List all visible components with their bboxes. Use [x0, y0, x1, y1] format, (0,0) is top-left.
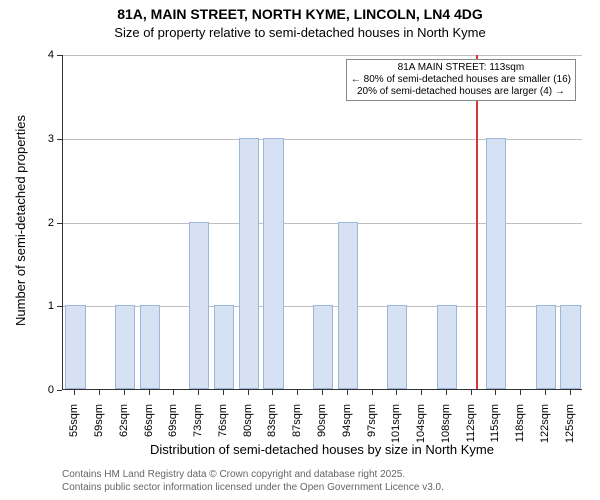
- xtick-mark: [74, 390, 75, 395]
- xtick-mark: [446, 390, 447, 395]
- annotation-line: 20% of semi-detached houses are larger (…: [351, 86, 571, 98]
- ytick-mark: [57, 306, 62, 307]
- xtick-mark: [272, 390, 273, 395]
- xtick-mark: [99, 390, 100, 395]
- footer-line-1: Contains HM Land Registry data © Crown c…: [62, 469, 405, 480]
- annotation-line: ← 80% of semi-detached houses are smalle…: [351, 74, 571, 86]
- xtick-label: 125sqm: [564, 404, 576, 454]
- chart-subtitle: Size of property relative to semi-detach…: [0, 25, 600, 40]
- xtick-label: 108sqm: [440, 404, 452, 454]
- bar: [437, 305, 457, 389]
- xtick-mark: [347, 390, 348, 395]
- ytick-label: 4: [36, 49, 54, 61]
- xtick-label: 62sqm: [118, 404, 130, 454]
- xtick-label: 59sqm: [93, 404, 105, 454]
- chart-title: 81A, MAIN STREET, NORTH KYME, LINCOLN, L…: [0, 6, 600, 22]
- bar: [65, 305, 85, 389]
- xtick-label: 76sqm: [217, 404, 229, 454]
- grid-line: [63, 55, 582, 56]
- xtick-label: 122sqm: [539, 404, 551, 454]
- annotation-box: 81A MAIN STREET: 113sqm← 80% of semi-det…: [346, 59, 576, 101]
- ytick-mark: [57, 223, 62, 224]
- xtick-label: 101sqm: [390, 404, 402, 454]
- xtick-mark: [124, 390, 125, 395]
- ytick-mark: [57, 390, 62, 391]
- xtick-label: 90sqm: [316, 404, 328, 454]
- xtick-label: 80sqm: [242, 404, 254, 454]
- bar: [313, 305, 333, 389]
- xtick-mark: [149, 390, 150, 395]
- xtick-mark: [421, 390, 422, 395]
- xtick-label: 94sqm: [341, 404, 353, 454]
- ytick-label: 0: [36, 384, 54, 396]
- bar: [263, 138, 283, 389]
- bar: [189, 222, 209, 390]
- bar: [387, 305, 407, 389]
- xtick-label: 83sqm: [266, 404, 278, 454]
- bar: [536, 305, 556, 389]
- ytick-label: 3: [36, 133, 54, 145]
- xtick-mark: [322, 390, 323, 395]
- annotation-line: 81A MAIN STREET: 113sqm: [351, 62, 571, 74]
- xtick-mark: [570, 390, 571, 395]
- xtick-mark: [173, 390, 174, 395]
- xtick-mark: [396, 390, 397, 395]
- bar: [486, 138, 506, 389]
- ytick-label: 1: [36, 300, 54, 312]
- bar: [239, 138, 259, 389]
- xtick-label: 112sqm: [465, 404, 477, 454]
- xtick-mark: [372, 390, 373, 395]
- bar: [140, 305, 160, 389]
- xtick-mark: [471, 390, 472, 395]
- xtick-mark: [297, 390, 298, 395]
- footer-line-2: Contains public sector information licen…: [62, 482, 444, 493]
- xtick-label: 97sqm: [366, 404, 378, 454]
- property-size-chart: 81A, MAIN STREET, NORTH KYME, LINCOLN, L…: [0, 0, 600, 500]
- xtick-mark: [545, 390, 546, 395]
- xtick-label: 69sqm: [167, 404, 179, 454]
- marker-line: [476, 55, 478, 389]
- xtick-label: 115sqm: [489, 404, 501, 454]
- bar: [338, 222, 358, 390]
- footer-note: Contains HM Land Registry data © Crown c…: [62, 468, 444, 494]
- ytick-mark: [57, 55, 62, 56]
- xtick-label: 66sqm: [143, 404, 155, 454]
- xtick-label: 55sqm: [68, 404, 80, 454]
- xtick-mark: [248, 390, 249, 395]
- xtick-label: 104sqm: [415, 404, 427, 454]
- plot-area: 81A MAIN STREET: 113sqm← 80% of semi-det…: [62, 55, 582, 390]
- xtick-label: 87sqm: [291, 404, 303, 454]
- y-axis-label: Number of semi-detached properties: [13, 53, 28, 388]
- xtick-mark: [198, 390, 199, 395]
- xtick-label: 73sqm: [192, 404, 204, 454]
- bar: [560, 305, 580, 389]
- xtick-label: 118sqm: [514, 404, 526, 454]
- bar: [214, 305, 234, 389]
- ytick-mark: [57, 139, 62, 140]
- bar: [115, 305, 135, 389]
- xtick-mark: [520, 390, 521, 395]
- xtick-mark: [223, 390, 224, 395]
- ytick-label: 2: [36, 217, 54, 229]
- xtick-mark: [495, 390, 496, 395]
